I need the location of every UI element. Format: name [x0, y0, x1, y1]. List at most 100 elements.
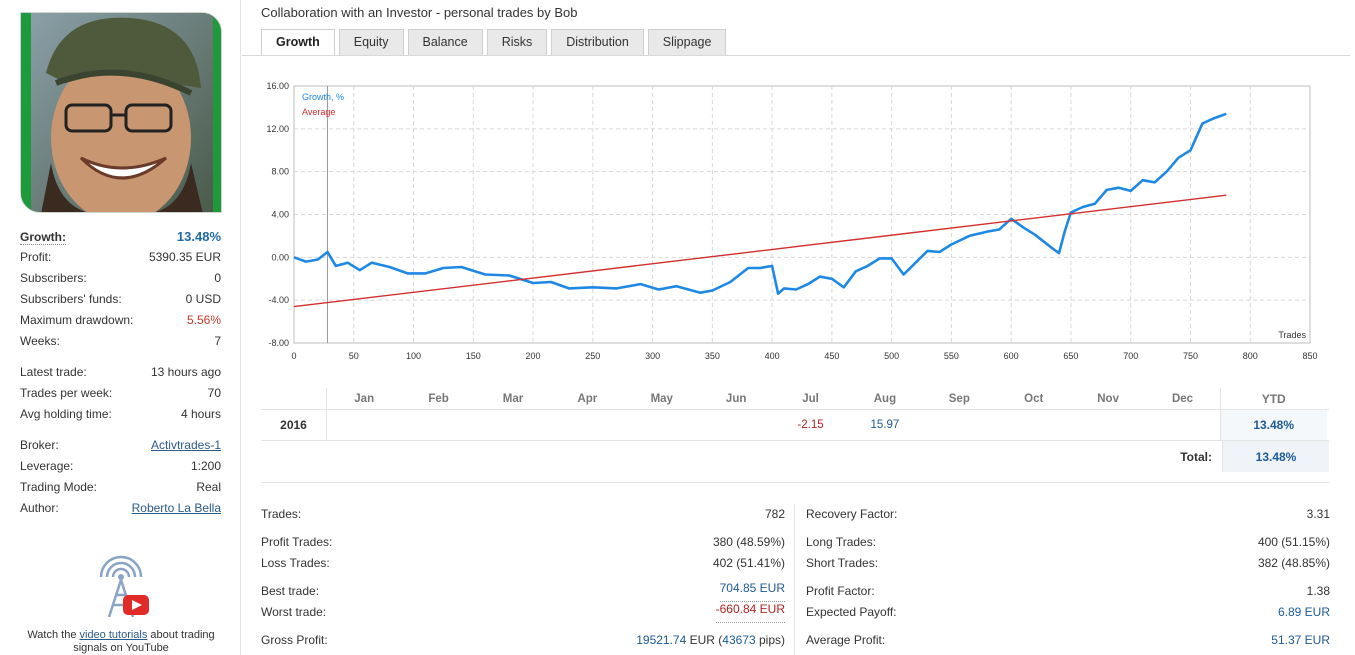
monthly-returns-table: Jan Feb Mar Apr May Jun Jul Aug Sep Oct … [261, 388, 1329, 472]
tab-divider [242, 55, 1350, 56]
x-tick-label: 800 [1243, 351, 1258, 361]
tab-distribution[interactable]: Distribution [551, 29, 644, 55]
stat-value: 0 [214, 271, 221, 285]
x-tick-label: 700 [1123, 351, 1138, 361]
stat-expected-payoff: Expected Payoff: 6.89 EUR [806, 602, 1330, 623]
months-header-row: Jan Feb Mar Apr May Jun Jul Aug Sep Oct … [261, 388, 1329, 410]
x-tick-label: 250 [585, 351, 600, 361]
broker-link[interactable]: Activtrades-1 [150, 438, 221, 452]
stat-value: 5390.35 EUR [148, 250, 221, 264]
gross-profit-tail: pips) [755, 633, 785, 647]
stat-label: Trading Mode: [20, 480, 97, 494]
month-header: Oct [1024, 392, 1044, 405]
x-tick-label: 400 [765, 351, 780, 361]
month-header: Aug [873, 392, 897, 405]
stat-short-trades: Short Trades: 382 (48.85%) [806, 553, 1330, 574]
stat-label: Loss Trades: [261, 556, 330, 570]
tab-growth[interactable]: Growth [261, 29, 335, 56]
stat-label: Leverage: [20, 459, 74, 473]
stat-value: 4 hours [180, 407, 221, 421]
stat-value: 402 (51.41%) [712, 556, 785, 570]
stat-label: Gross Profit: [261, 633, 328, 647]
tab-risks[interactable]: Risks [486, 29, 548, 55]
stat-value: 5.56% [186, 313, 221, 327]
x-axis-label: Trades [1278, 330, 1306, 340]
stat-label: Short Trades: [806, 556, 879, 570]
stat-growth: Growth: 13.48% [20, 226, 221, 247]
x-tick-label: 500 [884, 351, 899, 361]
stat-value: 51.37 EUR [1271, 633, 1330, 647]
best-trade-value[interactable]: 704.85 EUR [719, 581, 785, 602]
stat-profit: Profit: 5390.35 EUR [20, 247, 221, 268]
x-tick-label: 0 [291, 351, 296, 361]
author-avatar [20, 12, 222, 213]
stat-gross-profit: Gross Profit: 19521.74 EUR (43673 pips) [261, 630, 785, 651]
ytd-header: YTD [1219, 388, 1327, 409]
y-tick-label: 4.00 [271, 210, 289, 220]
x-tick-label: 300 [645, 351, 660, 361]
year-cell: 2016 [261, 410, 327, 440]
caption-text: Watch the [27, 629, 80, 641]
tab-equity[interactable]: Equity [338, 29, 404, 55]
x-tick-label: 50 [349, 351, 359, 361]
year-header-cell [261, 388, 327, 409]
section-divider [261, 482, 1329, 483]
month-header: May [650, 392, 673, 405]
stat-trading-mode: Trading Mode: Real [20, 477, 221, 498]
growth-chart: 0 50 100 150 200 250 300 350 400 450 500 550 600 650 7… [266, 81, 1317, 361]
total-value: 13.48% [1222, 441, 1329, 472]
worst-trade-value[interactable]: -660.84 EUR [715, 602, 785, 623]
stat-label: Author: [20, 501, 59, 515]
tab-balance[interactable]: Balance [407, 29, 483, 55]
stat-long-trades: Long Trades: 400 (51.15%) [806, 532, 1330, 553]
stat-label: Latest trade: [20, 365, 87, 379]
signal-sidebar: Growth: 13.48% Profit: 5390.35 EUR Subsc… [0, 0, 241, 655]
stat-loss-trades: Loss Trades: 402 (51.41%) [261, 553, 785, 574]
caption-text: about trading signals on YouTube [73, 629, 215, 654]
legend-average: Average [302, 107, 335, 117]
stat-value: Real [196, 480, 221, 494]
tab-slippage[interactable]: Slippage [647, 29, 727, 55]
stat-value: 1.38 [1306, 584, 1330, 598]
stat-label[interactable]: Growth: [20, 230, 66, 245]
stat-subscribers: Subscribers: 0 [20, 268, 221, 289]
video-tutorials-link[interactable]: video tutorials [79, 629, 148, 641]
tab-bar: Growth Equity Balance Risks Distribution… [261, 29, 730, 56]
trade-stats-left: Trades: 782 Profit Trades: 380 (48.59%) … [261, 504, 785, 651]
stat-value: 1:200 [190, 459, 221, 473]
broadcast-tower-icon[interactable] [89, 555, 153, 621]
stat-value: 3.31 [1306, 507, 1330, 521]
stat-label: Worst trade: [261, 605, 327, 619]
stat-trades-per-week: Trades per week: 70 [20, 383, 221, 404]
author-link[interactable]: Roberto La Bella [131, 501, 221, 515]
x-tick-label: 200 [526, 351, 541, 361]
stat-avg-holding-time: Avg holding time: 4 hours [20, 404, 221, 425]
stat-label: Subscribers' funds: [20, 292, 122, 306]
stat-average-profit: Average Profit: 51.37 EUR [806, 630, 1330, 651]
gross-profit-pips: 43673 [722, 633, 756, 647]
month-value-jul: -2.15 [797, 419, 824, 431]
x-tick-label: 600 [1004, 351, 1019, 361]
stat-label: Profit Factor: [806, 584, 875, 598]
stat-value: 70 [207, 386, 221, 400]
stat-label: Profit: [20, 250, 52, 264]
stat-label: Expected Payoff: [806, 605, 897, 619]
x-tick-label: 450 [824, 351, 839, 361]
stat-label: Profit Trades: [261, 535, 333, 549]
stat-label: Trades per week: [20, 386, 113, 400]
stat-recovery-factor: Recovery Factor: 3.31 [806, 504, 1330, 525]
page-title: Collaboration with an Investor - persona… [261, 5, 578, 20]
signal-stats: Growth: 13.48% Profit: 5390.35 EUR Subsc… [20, 226, 221, 519]
month-header: Feb [428, 392, 449, 405]
stats-divider [794, 504, 795, 655]
stat-latest-trade: Latest trade: 13 hours ago [20, 362, 221, 383]
stat-label: Weeks: [20, 334, 60, 348]
x-tick-label: 750 [1183, 351, 1198, 361]
month-header: Nov [1097, 392, 1119, 405]
month-header: Sep [948, 392, 970, 405]
stat-value: 7 [214, 334, 221, 348]
video-caption: Watch the video tutorials about trading … [10, 629, 232, 655]
video-tutorials-block: Watch the video tutorials about trading … [10, 555, 232, 655]
stat-label: Trades: [261, 507, 302, 521]
trade-stats-right: Recovery Factor: 3.31 Long Trades: 400 (… [806, 504, 1330, 651]
